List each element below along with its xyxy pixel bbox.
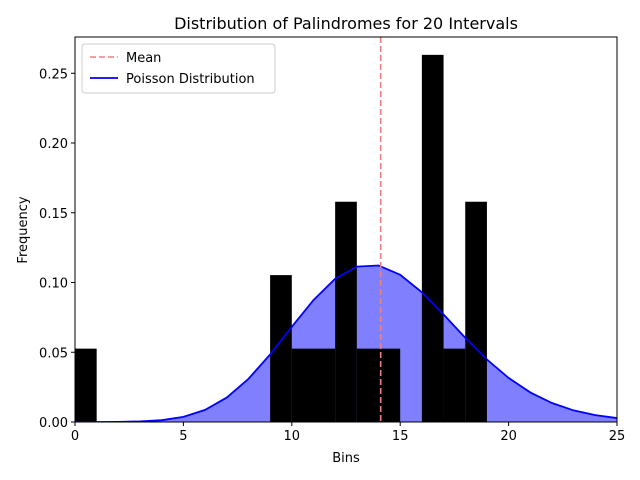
histogram-bar bbox=[356, 348, 379, 422]
chart-title: Distribution of Palindromes for 20 Inter… bbox=[174, 14, 518, 33]
histogram-bar bbox=[75, 348, 97, 422]
plot-marks bbox=[75, 37, 617, 422]
histogram-bar bbox=[335, 201, 357, 422]
plot-area: 0 5 10 15 20 25 0.00 0.05 0.10 0.15 0.20 0.25 bbox=[39, 36, 626, 444]
legend-mean-label: Mean bbox=[126, 51, 161, 66]
legend-poisson-label: Poisson Distribution bbox=[126, 72, 255, 87]
y-tick-label: 0.05 bbox=[39, 346, 68, 361]
x-tick-label: 10 bbox=[284, 429, 301, 444]
histogram-bar bbox=[421, 54, 444, 422]
x-tick-label: 0 bbox=[71, 429, 79, 444]
axes-frame bbox=[74, 36, 618, 423]
poisson-line bbox=[75, 264, 617, 422]
histogram-bar bbox=[378, 348, 401, 422]
histogram-bar bbox=[443, 348, 466, 422]
y-tick-label: 0.10 bbox=[39, 277, 68, 292]
y-tick-label: 0.25 bbox=[39, 67, 68, 82]
y-tick-label: 0.20 bbox=[39, 137, 68, 152]
y-tick-label: 0.15 bbox=[39, 207, 68, 222]
histogram-bar bbox=[291, 348, 314, 422]
x-tick-label: 15 bbox=[392, 429, 409, 444]
y-axis-label: Frequency bbox=[16, 196, 31, 263]
x-tick-label: 5 bbox=[179, 429, 187, 444]
x-tick-label: 20 bbox=[500, 429, 517, 444]
legend: Mean Poisson Distribution bbox=[81, 43, 276, 94]
legend-box bbox=[81, 43, 276, 94]
x-tick-label: 25 bbox=[609, 429, 626, 444]
x-axis-label: Bins bbox=[332, 451, 360, 466]
histogram-bar bbox=[465, 201, 487, 422]
histogram-bar bbox=[270, 275, 292, 422]
y-tick-label: 0.00 bbox=[39, 416, 68, 431]
histogram-bar bbox=[313, 348, 336, 422]
